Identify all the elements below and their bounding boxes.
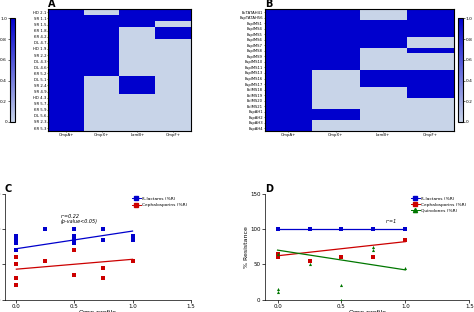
Point (71, 272, 78, 277)
Point (401, 265, 409, 270)
Point (337, 283, 345, 288)
Point (370, 255, 377, 260)
Point (13, 262, 20, 267)
Point (71, 237, 78, 242)
Point (13, 237, 20, 242)
Point (13, 283, 20, 288)
Point (42, 258, 49, 263)
Point (274, 290, 282, 295)
Point (71, 233, 78, 238)
Point (401, 227, 409, 232)
Point (71, 272, 78, 277)
Point (274, 227, 282, 232)
Point (401, 227, 409, 232)
Point (370, 248, 377, 253)
Legend: ß-lactams (%R), Cephalosporins (%R): ß-lactams (%R), Cephalosporins (%R) (131, 196, 188, 208)
Point (42, 227, 49, 232)
Point (100, 237, 107, 242)
Text: r²=0.22
(p-value<0.05): r²=0.22 (p-value<0.05) (61, 213, 98, 224)
Point (129, 258, 137, 263)
Point (13, 241, 20, 246)
Point (13, 233, 20, 238)
Point (337, 227, 345, 232)
Point (129, 237, 137, 242)
Point (274, 227, 282, 232)
Point (13, 255, 20, 260)
Legend: ß-lactams (%R), Cephalosporins (%R), Quinolones (%R): ß-lactams (%R), Cephalosporins (%R), Qui… (410, 196, 467, 213)
Point (370, 227, 377, 232)
Point (100, 276, 107, 281)
Point (71, 227, 78, 232)
Point (401, 237, 409, 242)
Point (13, 276, 20, 281)
Point (306, 262, 313, 267)
Text: r²=1: r²=1 (386, 219, 397, 224)
Y-axis label: % Resistance: % Resistance (244, 226, 249, 267)
Point (129, 233, 137, 238)
Point (274, 286, 282, 291)
Point (71, 248, 78, 253)
Point (274, 227, 282, 232)
X-axis label: Omp profile: Omp profile (79, 310, 116, 312)
Point (306, 258, 313, 263)
Point (306, 227, 313, 232)
Point (71, 241, 78, 246)
Text: C: C (5, 183, 12, 193)
Point (274, 251, 282, 256)
Point (13, 248, 20, 253)
Point (337, 227, 345, 232)
Point (274, 251, 282, 256)
Point (370, 244, 377, 249)
Text: B: B (265, 0, 272, 9)
Text: A: A (48, 0, 56, 9)
Point (337, 297, 345, 302)
Point (129, 258, 137, 263)
Point (100, 265, 107, 270)
Text: D: D (265, 183, 273, 193)
X-axis label: Omp profile: Omp profile (348, 310, 385, 312)
Point (274, 255, 282, 260)
Point (129, 233, 137, 238)
Point (337, 255, 345, 260)
Point (100, 227, 107, 232)
Point (401, 237, 409, 242)
